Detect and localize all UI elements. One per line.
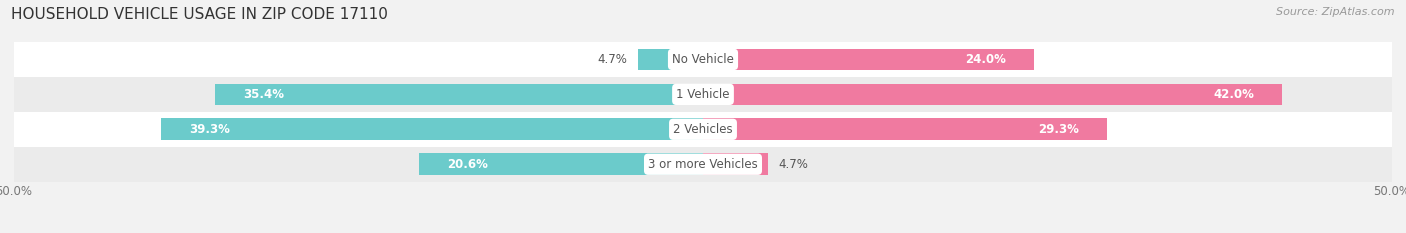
Bar	[14, 77, 1392, 112]
Bar	[162, 118, 703, 140]
Text: 29.3%: 29.3%	[1038, 123, 1080, 136]
Text: 20.6%: 20.6%	[447, 158, 488, 171]
Text: 3 or more Vehicles: 3 or more Vehicles	[648, 158, 758, 171]
Bar	[638, 49, 703, 70]
Text: 4.7%: 4.7%	[779, 158, 808, 171]
Bar	[703, 154, 768, 175]
Text: 39.3%: 39.3%	[188, 123, 231, 136]
Bar	[14, 42, 1392, 77]
Text: 24.0%: 24.0%	[966, 53, 1007, 66]
Bar	[703, 118, 1107, 140]
Text: HOUSEHOLD VEHICLE USAGE IN ZIP CODE 17110: HOUSEHOLD VEHICLE USAGE IN ZIP CODE 1711…	[11, 7, 388, 22]
Bar	[14, 147, 1392, 182]
Bar	[703, 84, 1282, 105]
Text: Source: ZipAtlas.com: Source: ZipAtlas.com	[1277, 7, 1395, 17]
Bar	[419, 154, 703, 175]
Bar	[703, 49, 1033, 70]
Text: No Vehicle: No Vehicle	[672, 53, 734, 66]
Bar	[14, 112, 1392, 147]
Bar	[215, 84, 703, 105]
Text: 42.0%: 42.0%	[1213, 88, 1254, 101]
Text: 2 Vehicles: 2 Vehicles	[673, 123, 733, 136]
Text: 35.4%: 35.4%	[243, 88, 284, 101]
Text: 1 Vehicle: 1 Vehicle	[676, 88, 730, 101]
Text: 4.7%: 4.7%	[598, 53, 627, 66]
